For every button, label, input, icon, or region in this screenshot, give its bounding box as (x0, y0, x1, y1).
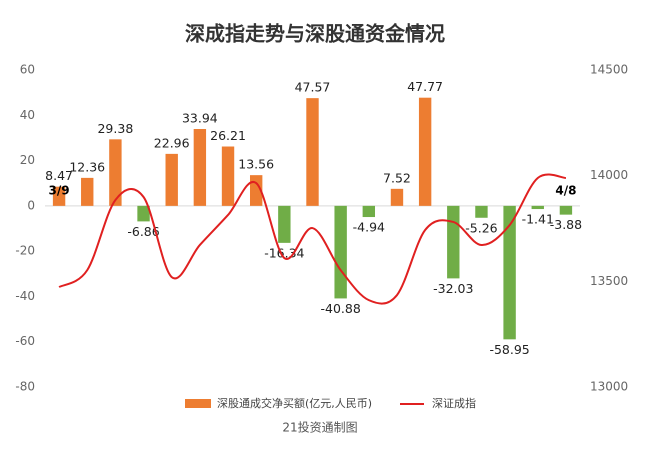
bar (165, 153, 178, 206)
bar (559, 205, 573, 215)
legend-label: 深股通成交净买额(亿元,人民币) (217, 396, 372, 410)
y-tick-label: -40 (15, 289, 35, 303)
bar (362, 205, 376, 218)
bar (137, 205, 150, 222)
y2-tick-label: 13000 (590, 380, 628, 394)
bar (221, 146, 235, 206)
y2-tick-label: 14000 (590, 168, 628, 182)
y2-tick-label: 13500 (590, 274, 628, 288)
y-tick-label: 40 (20, 108, 35, 122)
bar (306, 98, 319, 206)
value-label: 47.77 (407, 79, 443, 94)
value-label: 29.38 (97, 121, 133, 136)
value-label: -6.86 (127, 224, 159, 239)
bar (52, 186, 66, 206)
value-label: 7.52 (383, 170, 411, 185)
bar (447, 205, 460, 279)
legend-label: 深证成指 (432, 396, 476, 410)
bar (334, 205, 347, 299)
y-tick-label: -20 (15, 244, 35, 258)
legend-swatch (185, 399, 211, 408)
x-tick-label: 4/8 (555, 184, 576, 198)
bar (475, 205, 488, 218)
bar (390, 188, 404, 206)
chart-title: 深成指走势与深股通资金情况 (185, 22, 445, 46)
value-label: -32.03 (433, 281, 473, 296)
value-label: 12.36 (69, 159, 105, 174)
line (58, 173, 567, 305)
y-tick-label: 20 (20, 153, 35, 167)
value-label: -16.34 (264, 245, 304, 260)
value-label: -4.94 (353, 220, 385, 235)
bar (278, 205, 291, 243)
x-tick-label: 3/9 (49, 184, 70, 198)
bar (531, 205, 544, 210)
value-label: -40.88 (321, 301, 361, 316)
value-label: -5.26 (465, 220, 497, 235)
bar (418, 97, 432, 206)
bar (109, 139, 122, 206)
value-label: 33.94 (182, 111, 218, 126)
y-tick-label: -60 (15, 334, 35, 348)
y2-tick-label: 14500 (590, 63, 628, 77)
footer: 21投资通制图 (282, 420, 357, 435)
bar (81, 177, 94, 206)
value-label: 26.21 (210, 128, 246, 143)
value-label: 13.56 (238, 157, 274, 172)
value-label: 22.96 (154, 135, 190, 150)
bar (193, 129, 207, 206)
value-label: -1.41 (522, 212, 554, 227)
value-label: -3.88 (550, 217, 582, 232)
y-tick-label: 0 (27, 198, 35, 212)
y-tick-label: 60 (20, 63, 35, 77)
bar (503, 205, 516, 340)
value-label: 47.57 (295, 80, 331, 95)
value-label: 8.47 (45, 168, 73, 183)
y-tick-label: -80 (15, 380, 35, 394)
value-label: -58.95 (489, 342, 529, 357)
